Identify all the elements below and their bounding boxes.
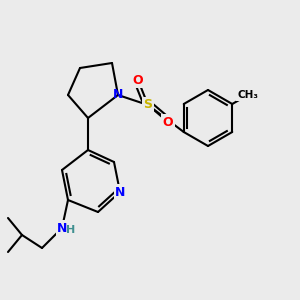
Text: N: N [113,88,123,101]
Text: CH₃: CH₃ [237,90,258,100]
Text: O: O [133,74,143,86]
Text: O: O [163,116,173,128]
Text: H: H [66,225,76,235]
Text: N: N [57,221,67,235]
Text: S: S [143,98,152,112]
Text: N: N [115,185,125,199]
